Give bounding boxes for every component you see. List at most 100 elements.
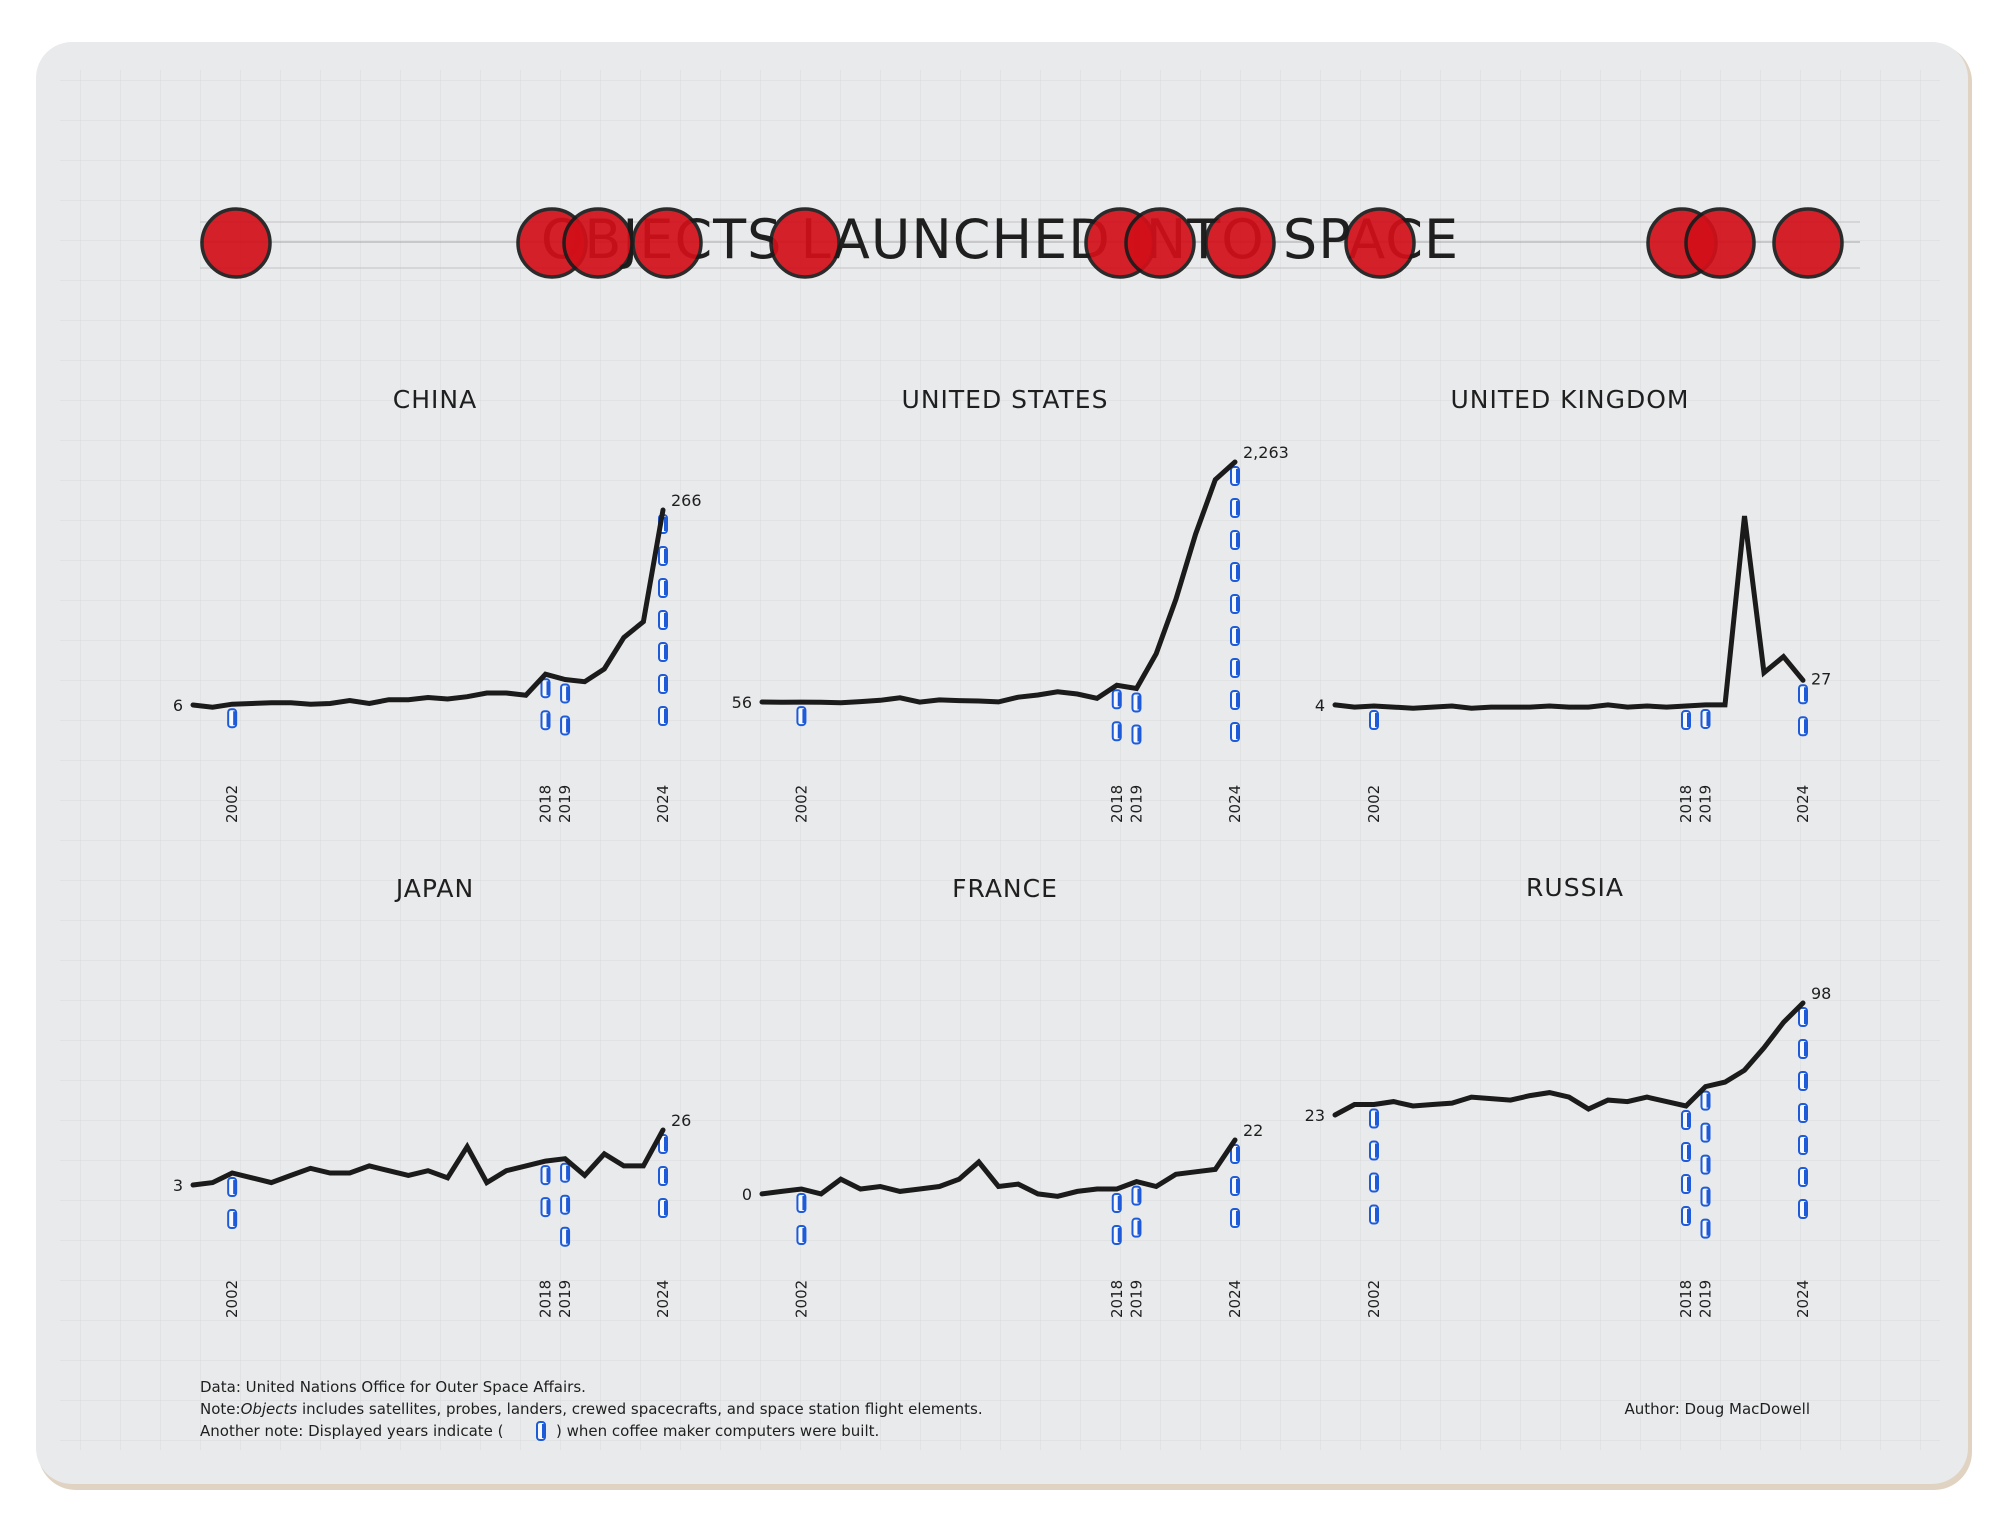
marker-shade (1236, 469, 1239, 483)
coffee-maker-computer-icon (1131, 1217, 1142, 1238)
coffee-maker-computer-icon (658, 674, 668, 694)
coffee-maker-computer-icon (1798, 1071, 1808, 1091)
marker-shade (566, 686, 570, 701)
series-line (1332, 515, 1806, 711)
coffee-maker-computer-icon (1369, 710, 1379, 731)
coffee-maker-computer-icon (1700, 1090, 1711, 1111)
chart-panel-japan: JAPAN 2002 2018 2019 2024 3 26 (173, 874, 692, 1318)
note-term: Objects (241, 1400, 298, 1418)
coffee-maker-computer-icon (658, 546, 668, 566)
marker-shade (1804, 719, 1807, 734)
red-dot-sticker (1204, 207, 1276, 279)
marker-shade (1706, 711, 1710, 726)
red-dot-sticker (1772, 207, 1844, 279)
x-tick-label: 2019 (1127, 785, 1145, 823)
coffee-maker-computer-icon (560, 683, 571, 704)
x-tick-label: 2019 (556, 785, 574, 823)
marker-shade (664, 709, 667, 723)
start-value-label: 0 (742, 1185, 752, 1204)
another-note-after: ) when coffee maker computers were built… (556, 1422, 879, 1440)
coffee-maker-computer-icon (540, 678, 551, 699)
marker-shade (1804, 1010, 1807, 1024)
marker-shade (1804, 1106, 1807, 1120)
coffee-maker-computer-icon (658, 1198, 668, 1218)
marker-shade (1804, 1138, 1807, 1152)
marker-shade (1687, 1113, 1690, 1128)
coffee-maker-computer-icon (1798, 1167, 1808, 1187)
x-tick-label: 2024 (1794, 785, 1812, 823)
coffee-maker-computer-icon (560, 715, 571, 736)
coffee-maker-computer-icon (540, 710, 551, 731)
marker-shade (1117, 724, 1121, 739)
legend-marker-icon (536, 1421, 546, 1441)
chart-panel-united-kingdom: UNITED KINGDOM 2002 2018 2019 2024 4 27 (1315, 385, 1832, 823)
marker-shade (1117, 692, 1121, 707)
coffee-maker-computer-icon (658, 706, 668, 726)
note-prefix: Note: (200, 1400, 241, 1418)
x-tick-label: 2018 (1108, 1280, 1126, 1318)
x-tick-label: 2024 (1794, 1280, 1812, 1318)
marker-shade (1375, 1111, 1378, 1126)
series-line (1332, 1000, 1806, 1118)
series-line (759, 1137, 1238, 1199)
end-value-label: 266 (671, 491, 702, 510)
marker-shade (802, 1195, 806, 1210)
coffee-maker-computer-icon (1681, 1206, 1691, 1227)
coffee-maker-computer-icon (1700, 1122, 1711, 1143)
grid-paper (60, 70, 1940, 1450)
chart-panel-france: FRANCE 2002 2018 2019 2024 0 22 (742, 874, 1264, 1318)
coffee-maker-computer-icon (1681, 710, 1691, 731)
marker-shade (1117, 1227, 1121, 1242)
coffee-maker-computer-icon (1700, 1154, 1711, 1175)
series-line (190, 1127, 666, 1188)
marker-shade (664, 613, 667, 627)
start-value-label: 56 (732, 693, 752, 712)
coffee-maker-computer-icon (796, 1224, 807, 1245)
marker-shade (233, 711, 237, 726)
x-tick-label: 2018 (537, 1280, 555, 1318)
marker-shade (802, 1227, 806, 1242)
marker-shade (1137, 1188, 1141, 1203)
marker-shade (1137, 695, 1141, 710)
red-dot-sticker (1344, 207, 1416, 279)
x-tick-label: 2024 (654, 1280, 672, 1318)
marker-shade (233, 1180, 237, 1195)
red-dot-sticker (562, 207, 634, 279)
coffee-maker-computer-icon (1369, 1108, 1379, 1129)
coffee-maker-computer-icon (560, 1162, 571, 1183)
coffee-maker-computer-icon (540, 1197, 551, 1218)
coffee-maker-computer-icon (1230, 626, 1240, 646)
end-value-label: 27 (1811, 669, 1831, 688)
chart-panel-russia: RUSSIA 2002 2018 2019 2024 23 98 (1305, 873, 1832, 1318)
marker-shade (233, 1212, 237, 1227)
coffee-maker-computer-icon (658, 1166, 668, 1186)
marker-shade (1687, 1209, 1690, 1224)
coffee-maker-computer-icon (1369, 1172, 1379, 1193)
marker-shade (1236, 661, 1239, 675)
coffee-maker-computer-icon (1230, 466, 1240, 486)
marker-shade (1804, 1042, 1807, 1056)
coffee-maker-computer-icon (560, 1194, 571, 1215)
coffee-maker-computer-icon (560, 1226, 571, 1247)
marker-shade (664, 549, 667, 563)
marker-shade (1236, 693, 1239, 707)
coffee-maker-computer-icon (1798, 1039, 1808, 1059)
objects-note: Note:Objects includes satellites, probes… (200, 1400, 983, 1418)
coffee-maker-computer-icon (1230, 594, 1240, 614)
coffee-maker-computer-icon (1230, 1208, 1240, 1228)
x-tick-label: 2019 (556, 1280, 574, 1318)
coffee-maker-computer-icon (658, 578, 668, 598)
red-dot-stickers (200, 207, 1844, 279)
marker-shade (546, 713, 550, 728)
chart-panel-china: CHINA 2002 2018 2019 2024 6 266 (173, 385, 702, 823)
marker-shade (1236, 565, 1239, 579)
red-dot-sticker (769, 207, 841, 279)
coffee-maker-computer-icon (796, 1192, 807, 1213)
marker-shade (1375, 713, 1378, 728)
x-tick-label: 2002 (223, 785, 241, 823)
marker-shade (1236, 725, 1239, 739)
coffee-maker-computer-icon (1798, 1135, 1808, 1155)
coffee-maker-computer-icon (227, 708, 238, 729)
